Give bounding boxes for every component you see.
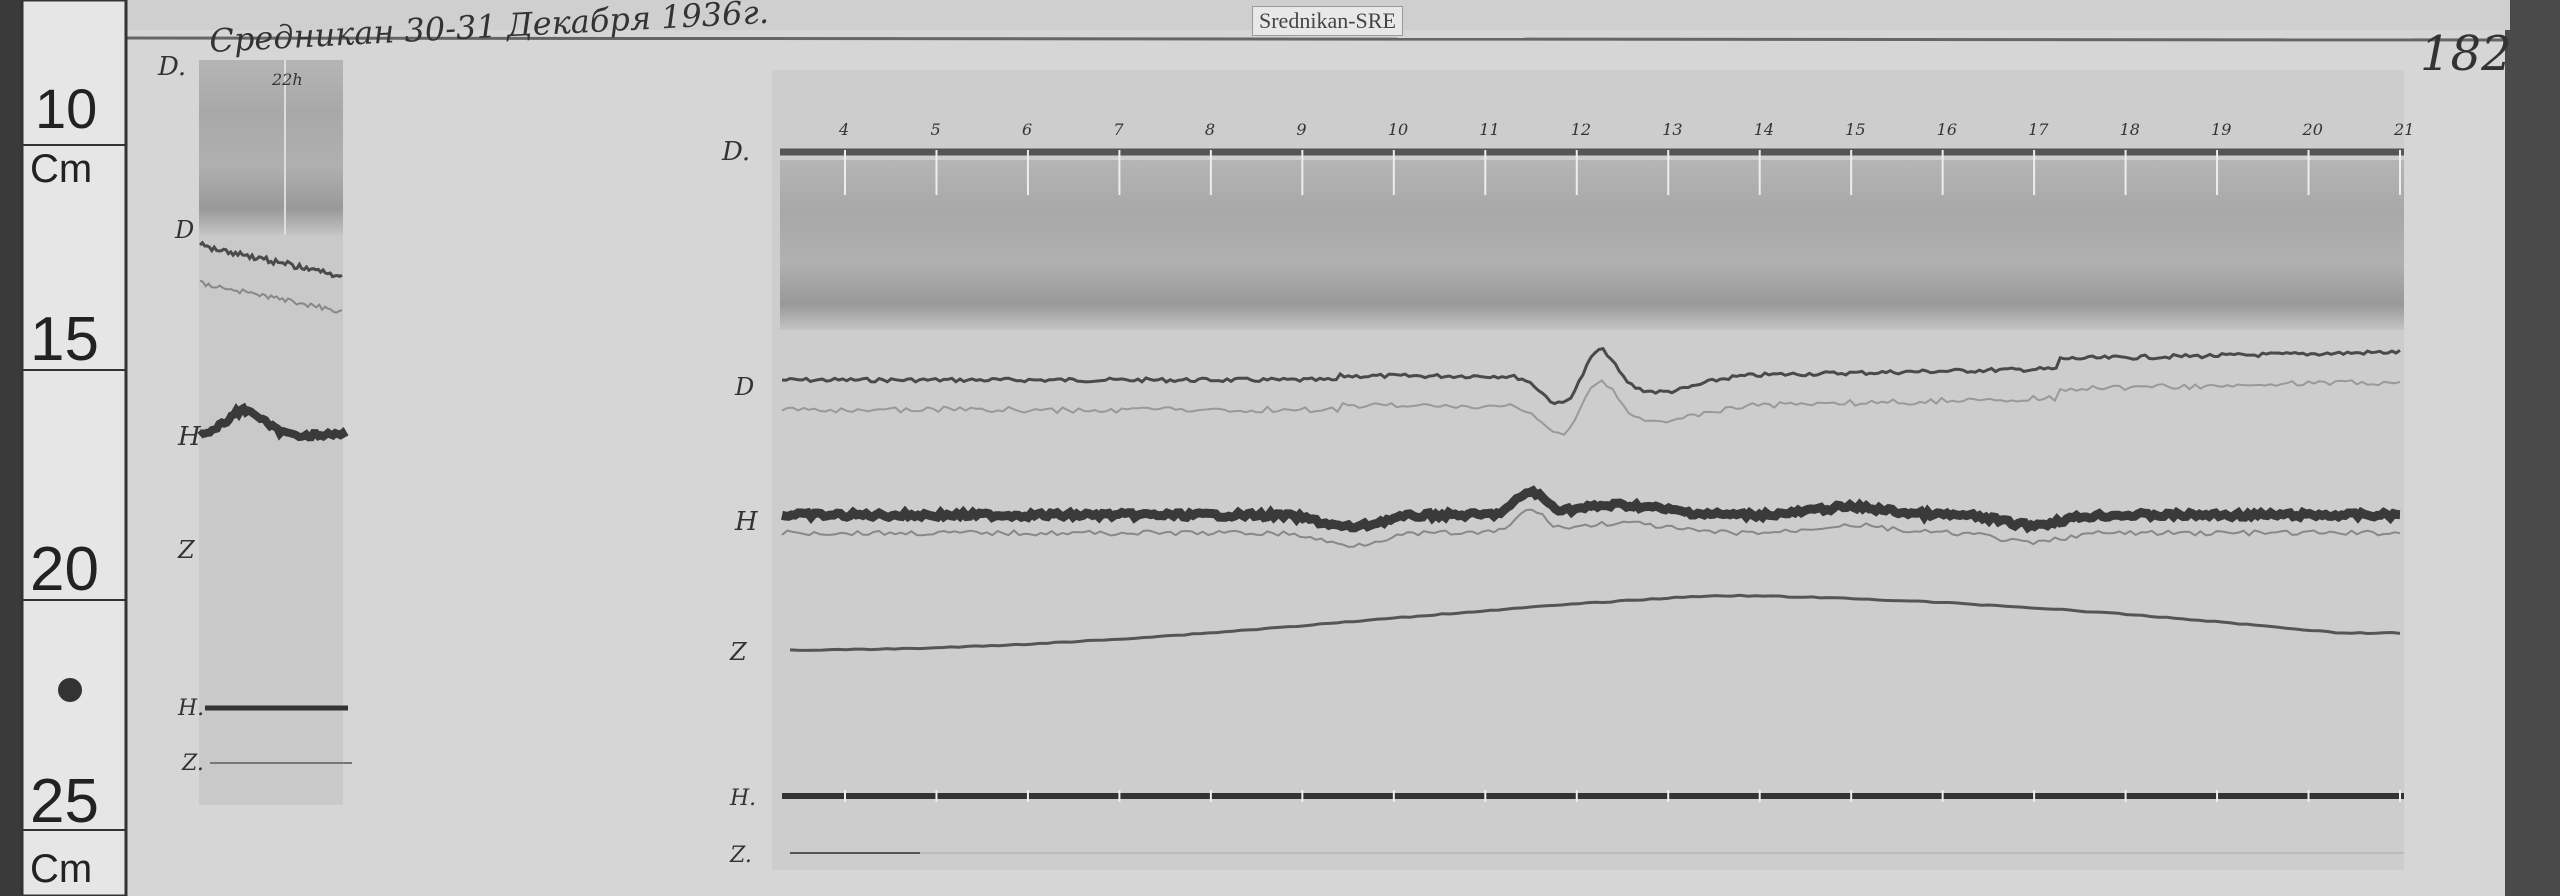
left-label-z: Z bbox=[177, 536, 196, 564]
page-number: 182 bbox=[2420, 26, 2512, 82]
left-label-d: D bbox=[174, 216, 194, 244]
hour-marks: 4 5 6 7 8 9 10 11 12 13 14 15 16 17 18 19 20 21 bbox=[838, 120, 2414, 195]
hour-mark-label: 20 bbox=[2302, 120, 2323, 139]
left-label-d0: D. bbox=[157, 52, 186, 82]
paper-edge-right bbox=[2505, 0, 2560, 896]
hour-mark-label: 12 bbox=[1571, 120, 1591, 139]
main-label-d0: D. bbox=[721, 137, 750, 167]
hour-mark-label: 19 bbox=[2211, 120, 2231, 139]
ruler-label-10: 10 bbox=[35, 77, 97, 140]
hour-mark-label: 6 bbox=[1022, 120, 1032, 139]
ruler-label-cm-bottom: Cm bbox=[30, 847, 92, 891]
hour-mark-label: 7 bbox=[1113, 120, 1124, 139]
hour-mark-label: 8 bbox=[1205, 120, 1215, 139]
h-trace bbox=[781, 485, 2401, 534]
main-label-h: H bbox=[734, 507, 759, 537]
hour-mark-label: 11 bbox=[1479, 120, 1499, 139]
hour-mark-label: 17 bbox=[2028, 120, 2049, 139]
hour-mark-label: 15 bbox=[1845, 120, 1865, 139]
main-label-z0: Z. bbox=[729, 843, 752, 868]
left-label-h: H bbox=[177, 422, 202, 452]
ruler-hole bbox=[58, 678, 82, 702]
hour-mark-label: 9 bbox=[1296, 120, 1306, 139]
d0-band bbox=[780, 160, 2404, 330]
ruler-label-15: 15 bbox=[30, 305, 99, 374]
ruler-label-cm-top: Cm bbox=[30, 147, 92, 191]
hour-mark-label: 18 bbox=[2120, 120, 2140, 139]
main-label-d: D bbox=[734, 373, 754, 401]
left-strip-time-mark: 22h bbox=[271, 70, 303, 89]
d-trace bbox=[781, 347, 2401, 406]
d-trace-faint bbox=[781, 379, 2401, 436]
hour-mark-label: 16 bbox=[1937, 120, 1957, 139]
left-label-z0: Z. bbox=[181, 751, 204, 776]
ruler-label-25: 25 bbox=[30, 767, 99, 836]
z-trace bbox=[789, 593, 2401, 652]
main-label-z: Z bbox=[729, 638, 748, 666]
main-label-h0: H. bbox=[729, 786, 756, 811]
ruler bbox=[20, 0, 128, 896]
left-label-h0: H. bbox=[177, 696, 204, 721]
hour-mark-label: 14 bbox=[1754, 120, 1774, 139]
hour-mark-label: 5 bbox=[930, 120, 940, 139]
station-label: Srednikan-SRE bbox=[1252, 6, 1403, 36]
hour-mark-label: 4 bbox=[838, 120, 849, 139]
h-trace-outline bbox=[781, 508, 2401, 548]
hour-mark-label: 21 bbox=[2393, 120, 2414, 139]
hour-mark-label: 10 bbox=[1388, 120, 1408, 139]
ruler-label-20: 20 bbox=[30, 535, 99, 604]
hour-mark-label: 13 bbox=[1662, 120, 1682, 139]
